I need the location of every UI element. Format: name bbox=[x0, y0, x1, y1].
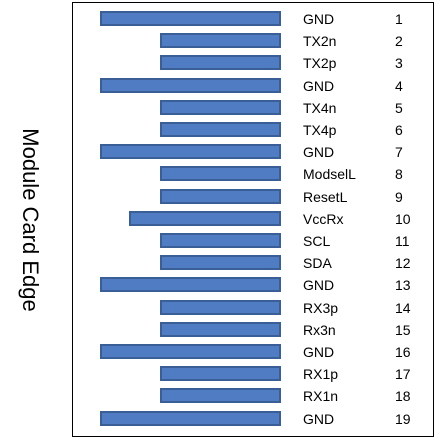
pin-row: TX2p 3 bbox=[73, 53, 433, 74]
contact-pad bbox=[160, 366, 281, 382]
pin-number-label: 6 bbox=[395, 122, 403, 138]
contact-pad bbox=[160, 188, 281, 204]
pin-row: GND 1 bbox=[73, 9, 433, 30]
contact-pad bbox=[100, 410, 281, 426]
pin-signal-label: SDA bbox=[303, 255, 332, 272]
pin-signal-label: ResetL bbox=[303, 188, 348, 205]
pin-number-label: 14 bbox=[395, 299, 411, 316]
contact-pad bbox=[160, 166, 281, 182]
contact-pad bbox=[160, 122, 281, 137]
pin-row: SCL 11 bbox=[73, 231, 433, 252]
contact-pad bbox=[100, 144, 281, 160]
contact-pad bbox=[100, 344, 281, 359]
contact-pad bbox=[160, 55, 281, 71]
pin-number-label: 7 bbox=[395, 144, 403, 161]
pin-signal-label: SCL bbox=[303, 233, 331, 249]
pin-signal-label: GND bbox=[303, 410, 335, 427]
pin-signal-label: TX4n bbox=[303, 99, 337, 116]
contact-pad bbox=[100, 77, 281, 93]
contact-pad bbox=[160, 99, 281, 115]
module-card-edge-text: Module Card Edge bbox=[18, 128, 43, 312]
pin-row: RX3p 14 bbox=[73, 298, 433, 319]
pin-signal-label: GND bbox=[303, 277, 335, 294]
contact-pad bbox=[160, 388, 281, 404]
pin-row: RX1p 17 bbox=[73, 364, 433, 385]
pin-signal-label: TX2p bbox=[303, 55, 337, 72]
pin-row: Rx3n 15 bbox=[73, 320, 433, 341]
pin-signal-label: GND bbox=[303, 77, 335, 94]
pin-number-label: 10 bbox=[395, 210, 411, 227]
contact-pad bbox=[129, 210, 281, 226]
pin-number-label: 8 bbox=[395, 166, 403, 183]
pin-row: TX2n 2 bbox=[73, 31, 433, 52]
pin-signal-label: VccRx bbox=[303, 210, 344, 227]
pin-number-label: 15 bbox=[395, 321, 411, 338]
pin-signal-label: ModselL bbox=[303, 166, 356, 183]
contact-pad bbox=[160, 321, 281, 337]
pin-number-label: 5 bbox=[395, 99, 403, 116]
pin-row: VccRx 10 bbox=[73, 209, 433, 230]
card-edge-pinout-board: GND 1 TX2n 2 TX2p 3 GND 4 TX4n 5 TX4p 6 GND 7 ModselL 8… bbox=[72, 2, 434, 437]
contact-pad bbox=[100, 11, 281, 26]
pin-number-label: 12 bbox=[395, 255, 411, 272]
pin-signal-label: TX4p bbox=[303, 122, 337, 138]
pin-row: GND 13 bbox=[73, 275, 433, 296]
pin-number-label: 11 bbox=[395, 233, 410, 249]
pin-signal-label: GND bbox=[303, 11, 335, 27]
pin-row: ModselL 8 bbox=[73, 164, 433, 185]
pin-row: GND 4 bbox=[73, 76, 433, 97]
contact-pad bbox=[160, 299, 281, 315]
pin-number-label: 9 bbox=[395, 188, 403, 205]
pin-number-label: 16 bbox=[395, 344, 411, 360]
pin-row: GND 7 bbox=[73, 142, 433, 163]
pin-signal-label: RX3p bbox=[303, 299, 339, 316]
pin-number-label: 13 bbox=[395, 277, 411, 294]
pin-row: GND 16 bbox=[73, 342, 433, 363]
pin-number-label: 19 bbox=[395, 410, 411, 427]
pin-signal-label: TX2n bbox=[303, 33, 337, 50]
contact-pad bbox=[160, 233, 281, 248]
pin-row: RX1n 18 bbox=[73, 386, 433, 407]
pin-signal-label: RX1n bbox=[303, 388, 339, 405]
pin-row: GND 19 bbox=[73, 409, 433, 430]
pin-signal-label: GND bbox=[303, 344, 335, 360]
pin-number-label: 3 bbox=[395, 55, 403, 72]
pin-number-label: 18 bbox=[395, 388, 411, 405]
pin-row: TX4n 5 bbox=[73, 98, 433, 119]
pin-number-label: 2 bbox=[395, 33, 403, 50]
contact-pad bbox=[160, 33, 281, 49]
pin-signal-label: RX1p bbox=[303, 366, 339, 383]
contact-pad bbox=[160, 255, 281, 271]
pin-number-label: 1 bbox=[395, 11, 403, 27]
pin-number-label: 4 bbox=[395, 77, 403, 94]
pin-signal-label: Rx3n bbox=[303, 321, 336, 338]
contact-pad bbox=[100, 277, 281, 293]
pin-row: SDA 12 bbox=[73, 253, 433, 274]
pin-number-label: 17 bbox=[395, 366, 411, 383]
pin-signal-label: GND bbox=[303, 144, 335, 161]
pin-row: TX4p 6 bbox=[73, 120, 433, 141]
pin-row: ResetL 9 bbox=[73, 187, 433, 208]
